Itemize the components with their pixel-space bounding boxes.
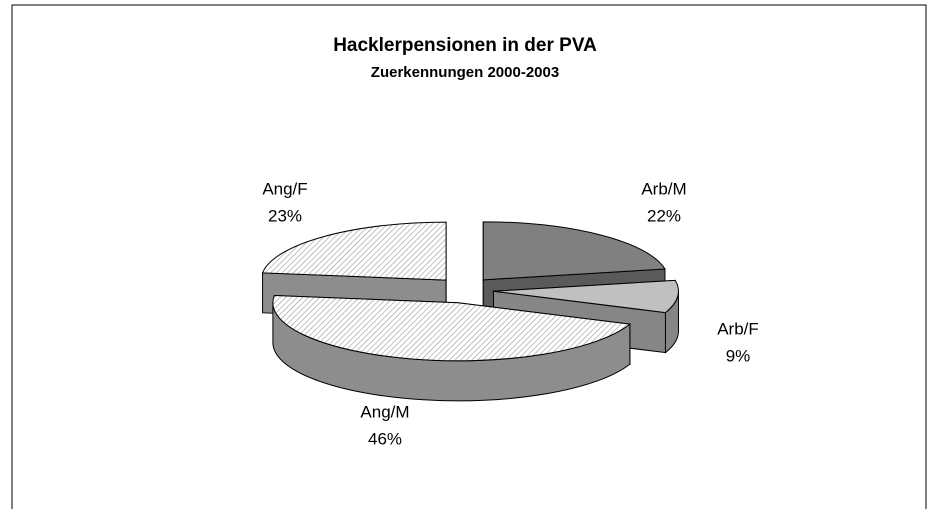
chart-title: Hacklerpensionen in der PVA <box>333 35 597 56</box>
pie-slice <box>272 294 632 402</box>
slice-value-label: 9% <box>726 346 751 365</box>
pie <box>261 221 679 402</box>
slice-label: Arb/F <box>717 319 759 338</box>
slice-top <box>493 279 679 314</box>
slice-top <box>272 295 632 362</box>
chart-subtitle: Zuerkennungen 2000-2003 <box>371 64 559 81</box>
slice-label: Ang/M <box>360 402 409 421</box>
slice-value-label: 22% <box>647 206 681 225</box>
slice-top <box>261 221 447 281</box>
slice-label: Arb/M <box>641 179 686 198</box>
slice-label: Ang/F <box>262 179 307 198</box>
slice-value-label: 46% <box>368 429 402 448</box>
slice-value-label: 23% <box>268 206 302 225</box>
slice-top <box>482 221 666 281</box>
frame <box>11 4 927 509</box>
